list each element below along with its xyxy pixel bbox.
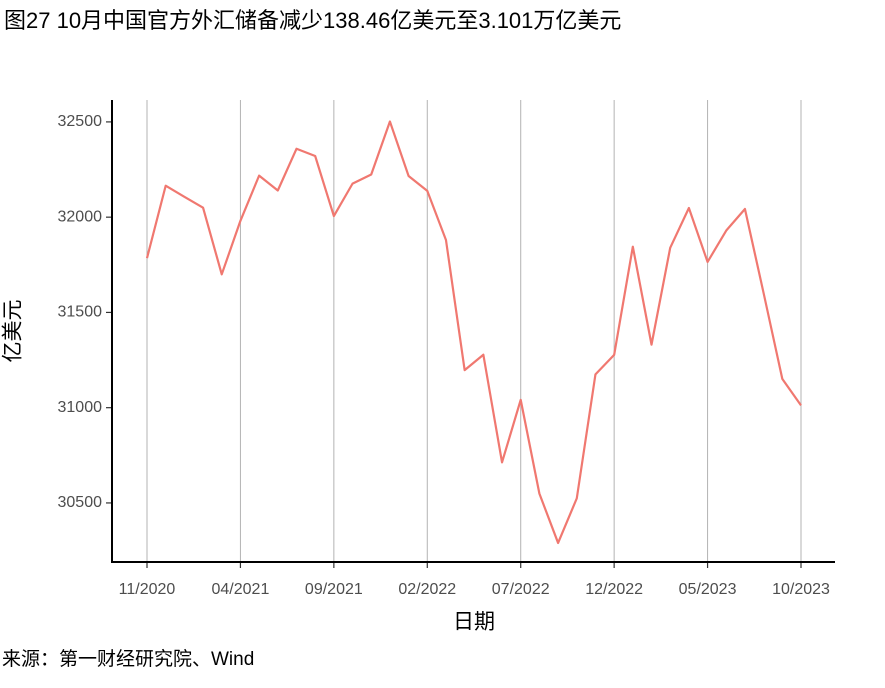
x-tick-label: 09/2021 bbox=[305, 581, 363, 598]
y-tick-label: 32500 bbox=[58, 113, 103, 130]
y-tick-label: 31000 bbox=[58, 399, 103, 416]
x-tick-label: 07/2022 bbox=[492, 581, 550, 598]
y-tick-label: 32000 bbox=[58, 208, 103, 225]
y-tick-label: 30500 bbox=[58, 494, 103, 511]
x-tick-label: 02/2022 bbox=[398, 581, 456, 598]
x-tick-label: 10/2023 bbox=[772, 581, 830, 598]
x-tick-label: 12/2022 bbox=[585, 581, 643, 598]
x-axis-label: 日期 bbox=[453, 611, 495, 634]
source-note: 来源：第一财经研究院、Wind bbox=[2, 648, 254, 670]
x-tick-label: 05/2023 bbox=[679, 581, 737, 598]
y-axis-label: 亿美元 bbox=[2, 300, 25, 363]
data-line bbox=[145, 120, 802, 545]
y-tick-label: 31500 bbox=[58, 304, 103, 321]
x-tick-label: 04/2021 bbox=[212, 581, 270, 598]
chart-title: 图27 10月中国官方外汇储备减少138.46亿美元至3.101万亿美元 bbox=[4, 8, 621, 33]
x-tick-label: 11/2020 bbox=[119, 581, 176, 598]
